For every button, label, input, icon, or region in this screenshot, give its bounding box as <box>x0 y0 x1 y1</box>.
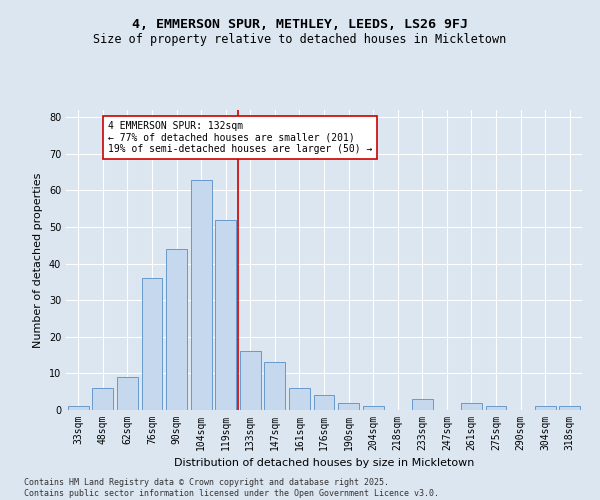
Bar <box>166 249 187 410</box>
Bar <box>68 406 89 410</box>
Bar <box>142 278 163 410</box>
Bar <box>117 377 138 410</box>
Bar <box>559 406 580 410</box>
Bar <box>289 388 310 410</box>
Text: 4, EMMERSON SPUR, METHLEY, LEEDS, LS26 9FJ: 4, EMMERSON SPUR, METHLEY, LEEDS, LS26 9… <box>132 18 468 30</box>
Y-axis label: Number of detached properties: Number of detached properties <box>33 172 43 348</box>
Bar <box>215 220 236 410</box>
Text: Size of property relative to detached houses in Mickletown: Size of property relative to detached ho… <box>94 32 506 46</box>
Bar <box>412 399 433 410</box>
Bar <box>92 388 113 410</box>
Text: 4 EMMERSON SPUR: 132sqm
← 77% of detached houses are smaller (201)
19% of semi-d: 4 EMMERSON SPUR: 132sqm ← 77% of detache… <box>108 121 372 154</box>
Bar <box>485 406 506 410</box>
Bar <box>535 406 556 410</box>
Bar <box>265 362 286 410</box>
Bar <box>461 402 482 410</box>
Bar <box>338 402 359 410</box>
Bar <box>191 180 212 410</box>
Text: Contains HM Land Registry data © Crown copyright and database right 2025.
Contai: Contains HM Land Registry data © Crown c… <box>24 478 439 498</box>
Bar <box>240 352 261 410</box>
Bar <box>362 406 383 410</box>
X-axis label: Distribution of detached houses by size in Mickletown: Distribution of detached houses by size … <box>174 458 474 468</box>
Bar <box>314 396 334 410</box>
